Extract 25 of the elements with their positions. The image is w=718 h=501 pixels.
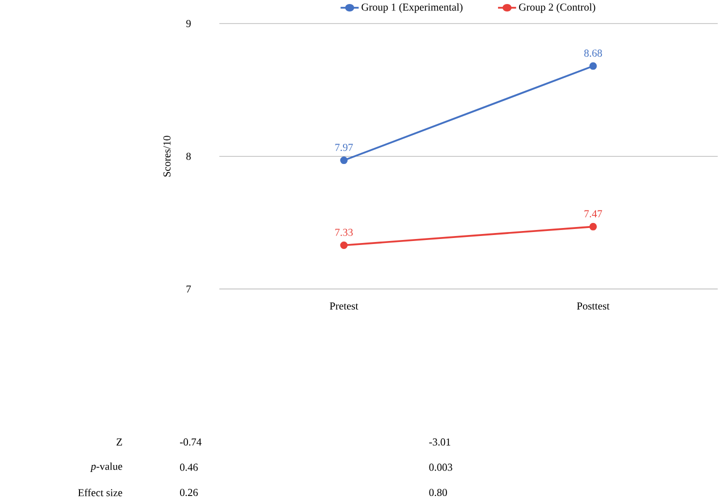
- legend-label: Group 2 (Control): [519, 3, 596, 13]
- text: 0.46: [180, 463, 198, 471]
- text: Effect size: [78, 488, 122, 496]
- point: [589, 222, 597, 230]
- x-tick-label: Pretest: [330, 302, 358, 310]
- text: 0.80: [429, 488, 447, 496]
- text: Z: [116, 438, 122, 446]
- point: [589, 62, 597, 70]
- point: [340, 241, 348, 249]
- x-tick-label: Posttest: [576, 302, 610, 310]
- legend-label: Group 1 (Experimental): [362, 3, 462, 13]
- text: 0.26: [180, 488, 198, 496]
- text: 0.003: [429, 463, 452, 471]
- text: p-value: [90, 462, 122, 472]
- data-label: 7.97: [335, 144, 353, 151]
- y-tick-label: 9: [186, 20, 191, 27]
- y-tick-label: 7: [186, 285, 191, 292]
- data-label: 7.33: [335, 228, 353, 236]
- y-tick-label: 8: [186, 152, 191, 160]
- data-label: 8.68: [584, 49, 602, 57]
- data-label: 7.47: [584, 210, 602, 218]
- y-axis-title: Scores/10: [163, 136, 171, 176]
- text: -0.74: [180, 438, 202, 446]
- point: [340, 156, 348, 164]
- text: -3.01: [429, 438, 450, 446]
